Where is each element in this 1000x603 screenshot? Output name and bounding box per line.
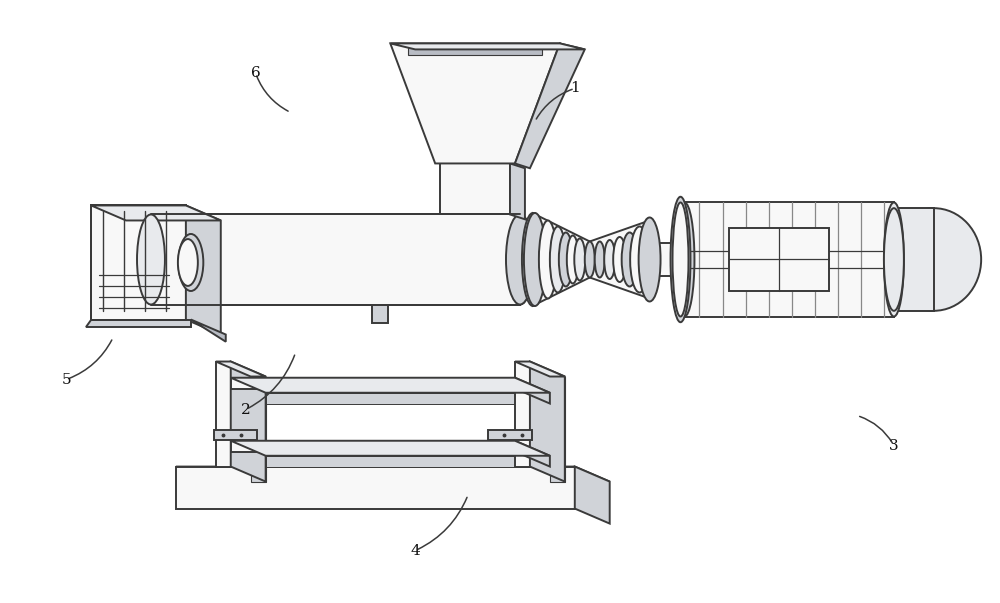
Polygon shape — [231, 377, 550, 393]
Polygon shape — [231, 377, 515, 388]
Polygon shape — [550, 376, 565, 482]
Polygon shape — [266, 393, 550, 403]
Ellipse shape — [622, 233, 638, 286]
Polygon shape — [729, 228, 829, 291]
Text: 5: 5 — [61, 373, 71, 387]
Polygon shape — [86, 320, 191, 327]
Ellipse shape — [630, 227, 649, 292]
Polygon shape — [216, 362, 266, 376]
Ellipse shape — [137, 215, 165, 305]
Polygon shape — [186, 206, 221, 335]
Ellipse shape — [539, 221, 557, 298]
Polygon shape — [515, 377, 550, 403]
Text: 1: 1 — [570, 81, 580, 95]
Polygon shape — [231, 441, 515, 452]
Polygon shape — [515, 362, 530, 467]
Polygon shape — [266, 456, 550, 467]
Ellipse shape — [567, 236, 579, 283]
Ellipse shape — [639, 218, 661, 302]
Ellipse shape — [884, 208, 904, 311]
Polygon shape — [176, 467, 575, 508]
Text: 6: 6 — [251, 66, 261, 80]
Ellipse shape — [604, 240, 615, 279]
Ellipse shape — [506, 215, 534, 305]
Ellipse shape — [178, 239, 198, 286]
Polygon shape — [590, 221, 650, 298]
Polygon shape — [530, 362, 565, 482]
Ellipse shape — [675, 203, 694, 317]
Polygon shape — [151, 215, 520, 305]
Polygon shape — [488, 430, 532, 440]
Polygon shape — [894, 208, 934, 311]
Polygon shape — [91, 206, 186, 320]
Ellipse shape — [506, 215, 534, 305]
Polygon shape — [515, 441, 550, 467]
Ellipse shape — [595, 241, 605, 277]
Text: 2: 2 — [241, 403, 251, 417]
Polygon shape — [151, 215, 520, 305]
Ellipse shape — [671, 197, 690, 322]
Ellipse shape — [524, 213, 546, 306]
Ellipse shape — [673, 203, 688, 317]
Polygon shape — [216, 362, 231, 467]
Polygon shape — [408, 46, 542, 55]
Ellipse shape — [559, 233, 573, 286]
Polygon shape — [176, 467, 610, 482]
Polygon shape — [684, 203, 894, 317]
Ellipse shape — [574, 238, 585, 280]
Ellipse shape — [178, 234, 203, 291]
Polygon shape — [191, 320, 226, 342]
Polygon shape — [650, 242, 684, 276]
Ellipse shape — [675, 242, 694, 276]
Polygon shape — [231, 362, 266, 482]
Polygon shape — [510, 163, 525, 219]
Ellipse shape — [886, 208, 981, 311]
Polygon shape — [372, 305, 388, 323]
Polygon shape — [515, 43, 585, 168]
Polygon shape — [390, 43, 560, 163]
Polygon shape — [390, 43, 585, 49]
Polygon shape — [440, 163, 510, 215]
Ellipse shape — [613, 237, 626, 282]
Polygon shape — [515, 362, 565, 376]
Ellipse shape — [522, 213, 544, 306]
Polygon shape — [231, 441, 550, 456]
Text: 3: 3 — [889, 438, 899, 453]
Ellipse shape — [137, 215, 165, 305]
Polygon shape — [168, 305, 184, 323]
Polygon shape — [251, 376, 266, 482]
Text: 4: 4 — [410, 543, 420, 558]
Ellipse shape — [550, 227, 566, 292]
Polygon shape — [214, 430, 257, 440]
Polygon shape — [533, 213, 590, 306]
Polygon shape — [575, 467, 610, 523]
Ellipse shape — [585, 241, 595, 277]
Ellipse shape — [884, 203, 904, 317]
Polygon shape — [91, 206, 221, 221]
